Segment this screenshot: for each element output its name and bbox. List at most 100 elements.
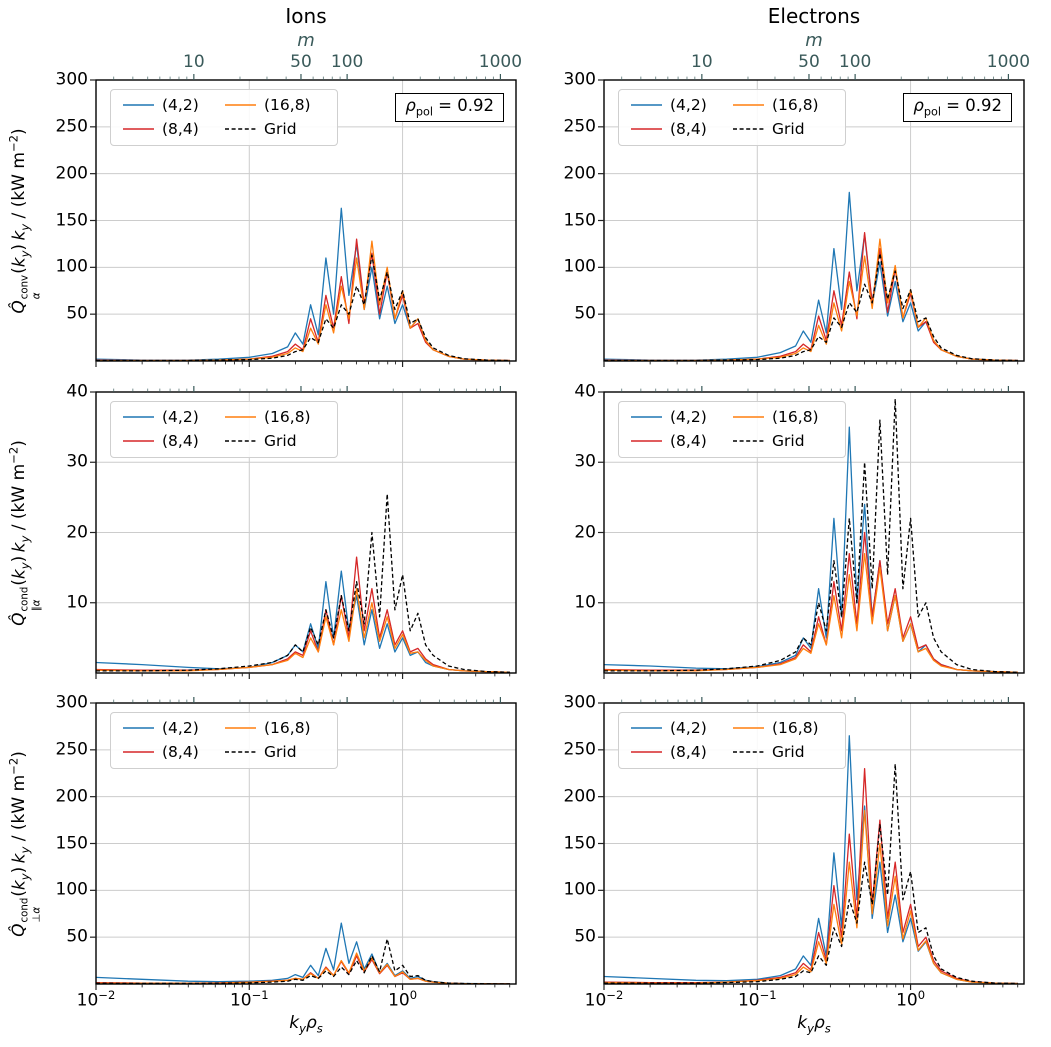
- column-title: Electrons: [767, 4, 861, 28]
- legend-item: (8,4): [122, 743, 199, 761]
- legend-item: (8,4): [630, 432, 707, 450]
- legend-label: (16,8): [772, 96, 819, 114]
- series-Grid: [604, 398, 1018, 673]
- legend-line-sample: [733, 416, 764, 418]
- legend-line-sample: [631, 128, 662, 130]
- x-axis-tick-label: 100: [388, 988, 418, 1011]
- legend-label: (16,8): [264, 96, 311, 114]
- legend-line-sample: [631, 440, 662, 442]
- top-axis-tick-label: 1000: [478, 52, 523, 72]
- legend-label: (16,8): [264, 408, 311, 426]
- y-axis-tick-label: 10: [574, 592, 596, 613]
- y-axis-tick-label: 200: [55, 786, 88, 807]
- series-(4,2): [95, 207, 510, 362]
- legend-item: (8,4): [630, 743, 707, 761]
- y-axis-tick-label: 100: [563, 256, 596, 277]
- legend: (4,2) (8,4) (16,8) Grid: [618, 89, 846, 146]
- legend-label: (4,2): [162, 408, 199, 426]
- series-Grid: [95, 938, 510, 985]
- y-axis-tick-label: 150: [55, 210, 88, 231]
- legend-item: Grid: [732, 743, 805, 761]
- y-axis-tick-label: 50: [66, 303, 88, 324]
- legend-label: Grid: [772, 120, 805, 138]
- top-axis-tick-label: 10: [183, 52, 205, 72]
- y-axis-tick-label: 200: [563, 786, 596, 807]
- legend: (4,2) (8,4) (16,8) Grid: [110, 89, 338, 146]
- panel-electrons-conv: [598, 74, 1025, 367]
- legend: (4,2) (8,4) (16,8) Grid: [110, 401, 338, 458]
- top-axis-tick-label: 1000: [986, 52, 1031, 72]
- y-axis-tick-label: 250: [563, 739, 596, 760]
- legend-item: (4,2): [122, 96, 199, 114]
- legend-line-sample: [123, 727, 154, 729]
- series-Grid: [96, 493, 510, 673]
- legend-item: (4,2): [630, 96, 707, 114]
- series-Grid: [96, 254, 510, 362]
- legend-label: (8,4): [670, 120, 707, 138]
- series-(4,2): [603, 191, 1018, 362]
- y-axis-tick-label: 300: [55, 692, 88, 713]
- legend-item: (16,8): [732, 408, 819, 426]
- legend-line-sample: [631, 104, 662, 106]
- legend-item: (4,2): [122, 408, 199, 426]
- legend-item: (4,2): [630, 408, 707, 426]
- legend-label: (4,2): [670, 408, 707, 426]
- legend-item: (8,4): [122, 120, 199, 138]
- series-(16,8): [96, 240, 510, 362]
- series-(16,8): [603, 552, 1018, 673]
- legend-label: Grid: [264, 120, 297, 138]
- legend-label: (16,8): [264, 719, 311, 737]
- y-axis-tick-label: 30: [66, 451, 88, 472]
- legend-line-sample: [225, 128, 256, 130]
- legend-label: (4,2): [162, 719, 199, 737]
- y-axis-tick-label: 200: [563, 163, 596, 184]
- x-axis-title: kyρs: [289, 1013, 323, 1036]
- rho-pol-annotation: ρpol = 0.92: [903, 93, 1012, 123]
- panel-ions-cond-par: [90, 386, 517, 679]
- series-(8,4): [603, 232, 1018, 362]
- legend-label: (4,2): [162, 96, 199, 114]
- legend-item: Grid: [224, 120, 297, 138]
- y-axis-tick-label: 40: [66, 381, 88, 402]
- x-axis-tick-label: 10−2: [76, 988, 116, 1011]
- y-axis-tick-label: 150: [55, 833, 88, 854]
- y-axis-tick-label: 300: [563, 69, 596, 90]
- legend-item: (16,8): [732, 719, 819, 737]
- series-Grid: [604, 252, 1018, 362]
- legend-label: (4,2): [670, 719, 707, 737]
- legend: (4,2) (8,4) (16,8) Grid: [618, 401, 846, 458]
- legend-item: (16,8): [224, 719, 311, 737]
- y-axis-tick-label: 50: [574, 303, 596, 324]
- series-(16,8): [604, 238, 1018, 362]
- legend-line-sample: [225, 104, 256, 106]
- legend-item: (4,2): [630, 719, 707, 737]
- legend-label: Grid: [772, 743, 805, 761]
- legend-item: Grid: [732, 120, 805, 138]
- y-axis-tick-label: 100: [55, 879, 88, 900]
- legend-line-sample: [631, 416, 662, 418]
- legend-item: Grid: [224, 432, 297, 450]
- legend-line-sample: [733, 751, 764, 753]
- y-axis-tick-label: 100: [55, 256, 88, 277]
- y-axis-tick-label: 250: [55, 116, 88, 137]
- legend-line-sample: [123, 416, 154, 418]
- legend-line-sample: [225, 416, 256, 418]
- column-title: Ions: [285, 4, 327, 28]
- legend-label: (8,4): [162, 120, 199, 138]
- y-axis-tick-label: 20: [66, 522, 88, 543]
- y-axis-tick-label: 20: [574, 522, 596, 543]
- legend-line-sample: [225, 727, 256, 729]
- legend-item: (16,8): [224, 96, 311, 114]
- series-(4,2): [603, 735, 1018, 985]
- y-axis-tick-label: 200: [55, 163, 88, 184]
- series-(4,2): [603, 426, 1018, 673]
- series-(8,4): [603, 767, 1018, 985]
- top-axis-tick-label: 50: [290, 52, 312, 72]
- legend-item: (16,8): [732, 96, 819, 114]
- top-axis-tick-label: 100: [838, 52, 872, 72]
- series-(16,8): [603, 810, 1018, 985]
- x-axis-tick-label: 10−2: [584, 988, 624, 1011]
- legend-label: (8,4): [670, 743, 707, 761]
- y-axis-tick-label: 150: [563, 210, 596, 231]
- legend-line-sample: [733, 128, 764, 130]
